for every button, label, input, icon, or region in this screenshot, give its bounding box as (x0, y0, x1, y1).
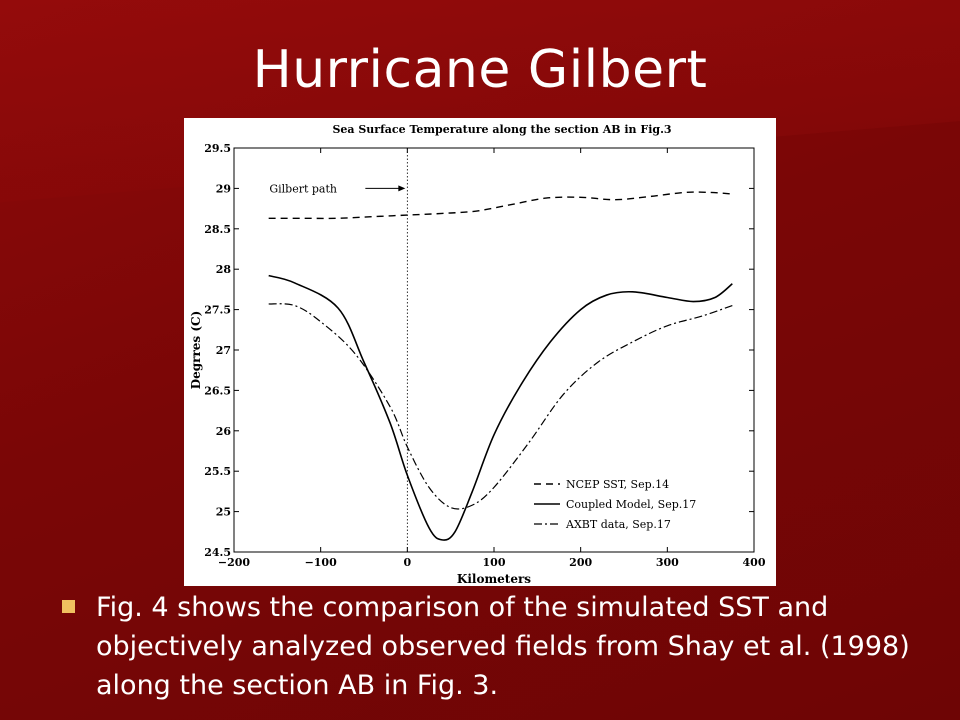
bullet-square-icon (62, 600, 75, 613)
y-tick-label: 29 (216, 182, 231, 195)
y-tick-label: 29.5 (204, 142, 231, 155)
y-tick-label: 24.5 (204, 546, 231, 559)
y-tick-label: 27 (216, 344, 231, 357)
series-line-1 (268, 274, 733, 541)
x-tick-label: 100 (483, 556, 506, 569)
legend-label-1: Coupled Model, Sep.17 (566, 498, 696, 511)
x-tick-label: −200 (218, 556, 251, 569)
series-layer (268, 191, 733, 541)
x-tick-label: 200 (569, 556, 592, 569)
x-tick-label: 300 (656, 556, 679, 569)
y-tick-label: 25.5 (204, 465, 231, 478)
slide-title: Hurricane Gilbert (252, 40, 708, 100)
legend-label-2: AXBT data, Sep.17 (565, 518, 671, 531)
y-tick-label: 27.5 (204, 304, 231, 317)
plot-frame (233, 147, 755, 553)
gilbert-path-arrowhead (398, 185, 406, 192)
caption-bullet-item: Fig. 4 shows the comparison of the simul… (62, 588, 922, 705)
y-tick-label: 26 (216, 425, 232, 438)
sst-chart: Sea Surface Temperature along the sectio… (189, 123, 766, 586)
y-tick-label: 28.5 (204, 223, 231, 236)
caption-text: Fig. 4 shows the comparison of the simul… (96, 592, 910, 701)
y-tick-label: 25 (216, 506, 231, 519)
y-tick-label: 28 (216, 263, 232, 276)
x-tick-label: −100 (305, 556, 338, 569)
gilbert-path-label: Gilbert path (269, 182, 337, 195)
annotation-layer: Gilbert path (269, 148, 408, 552)
legend-label-0: NCEP SST, Sep.14 (566, 478, 669, 491)
chart-title: Sea Surface Temperature along the sectio… (332, 123, 671, 136)
figure-panel: Sea Surface Temperature along the sectio… (184, 118, 776, 586)
x-tick-label: 400 (743, 556, 766, 569)
series-line-0 (268, 191, 733, 220)
x-tick-label: 0 (404, 556, 412, 569)
y-tick-label: 26.5 (204, 384, 231, 397)
series-line-2 (268, 303, 733, 510)
legend: NCEP SST, Sep.14 Coupled Model, Sep.17 AXB… (534, 478, 696, 531)
x-axis-label: Kilometers (457, 572, 531, 586)
ticks-layer: −200 −100 0 100 200 300 400 24.5 25 25.5 26 26.5 27 2… (204, 142, 766, 569)
y-axis-label: Degrres (C) (189, 311, 203, 390)
